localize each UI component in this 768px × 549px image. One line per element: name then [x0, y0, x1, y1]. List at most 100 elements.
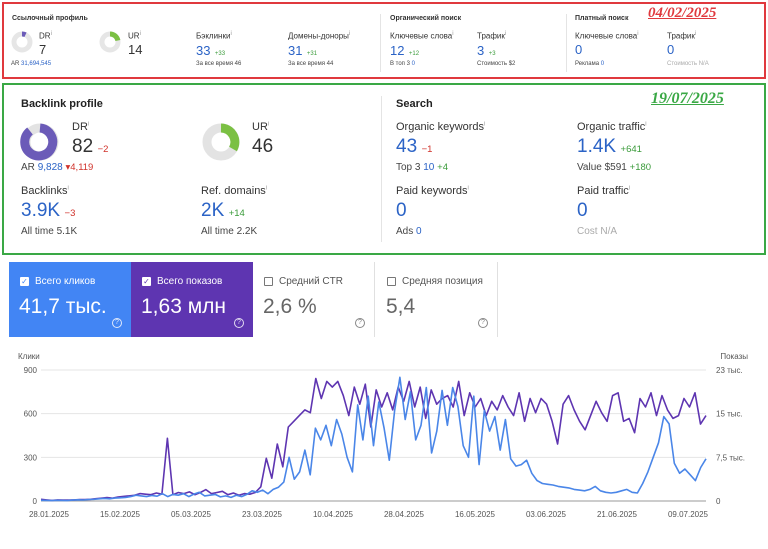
old-backlink-profile-title: Ссылочный профиль — [12, 15, 88, 22]
info-icon[interactable]: i — [452, 31, 454, 37]
info-icon[interactable]: i — [265, 185, 268, 192]
old-paid-traffic-label: Трафикi — [667, 31, 697, 41]
paid-keywords-value[interactable]: 0 — [396, 200, 407, 221]
checkbox-checked-icon[interactable]: ✓ — [20, 277, 29, 286]
right-tick-label: 7,5 тыс. — [716, 453, 745, 462]
x-tick-label: 05.03.2025 — [171, 510, 212, 519]
ref-domains-value[interactable]: 2K — [201, 200, 225, 221]
performance-chart: Клики Показы 900 600 300 0 23 тыс. 15 тыс. 7,5 т… — [0, 345, 768, 544]
help-icon[interactable]: ? — [478, 318, 488, 328]
organic-keywords-delta: −1 — [421, 144, 433, 155]
old-org-kw-label: Ключевые словаi — [390, 31, 454, 41]
info-icon[interactable]: i — [467, 185, 469, 192]
info-icon[interactable]: i — [645, 121, 647, 128]
ur-label: URi — [252, 121, 270, 133]
old-paid-kw-value[interactable]: 0 — [575, 42, 583, 57]
help-icon[interactable]: ? — [355, 318, 365, 328]
paid-cost-row: Cost N/A — [577, 226, 618, 237]
info-icon[interactable]: i — [139, 31, 141, 37]
organic-traffic-row: 1.4K +641 — [577, 136, 642, 158]
old-org-kw-row: 12 +12 — [390, 42, 419, 60]
x-tick-label: 16.05.2025 — [455, 510, 496, 519]
card-label: Средний CTR — [279, 276, 343, 287]
ur-donut-icon — [202, 123, 240, 161]
impressions-series-line — [40, 377, 707, 502]
right-tick-label: 0 — [716, 497, 721, 506]
ar-row: AR 9,828 ▾4,119 — [21, 162, 94, 173]
divider — [380, 14, 381, 72]
help-icon[interactable]: ? — [112, 318, 122, 328]
info-icon[interactable]: i — [348, 31, 351, 37]
checkbox-unchecked-icon[interactable] — [387, 277, 396, 286]
old-ar-value[interactable]: 31,694,545 — [21, 61, 52, 67]
old-backlinks-all-time: За все время 46 — [196, 61, 242, 67]
card-total-impressions[interactable]: ✓ Всего показов 1,63 млн ? — [131, 262, 253, 337]
dr-donut-icon — [20, 123, 59, 161]
old-org-kw-value[interactable]: 12 — [390, 43, 405, 58]
new-ahrefs-snapshot — [2, 83, 766, 255]
info-icon[interactable]: i — [628, 185, 631, 192]
left-tick-label: 300 — [24, 453, 38, 462]
top3-value[interactable]: 10 — [423, 162, 435, 173]
old-dr-label: DRi — [39, 31, 52, 41]
old-ads-row: Реклама 0 — [575, 61, 605, 67]
old-paid-title: Платный поиск — [575, 15, 629, 22]
old-ar-row: AR 31,694,545 — [11, 61, 52, 67]
old-paid-traffic-value[interactable]: 0 — [667, 42, 675, 57]
info-icon[interactable]: i — [637, 31, 639, 37]
old-domains-value[interactable]: 31 — [288, 43, 303, 58]
backlinks-delta: −3 — [64, 208, 76, 219]
x-tick-label: 09.07.2025 — [668, 510, 709, 519]
backlinks-value[interactable]: 3.9K — [21, 200, 61, 221]
old-ur-value: 14 — [128, 42, 143, 57]
old-org-traffic-value[interactable]: 3 — [477, 43, 485, 58]
organic-traffic-delta: +641 — [620, 144, 642, 155]
old-top3-row: В топ 3 0 — [390, 61, 415, 67]
card-value: 5,4 — [386, 295, 416, 318]
ref-domains-row: 2K +14 — [201, 200, 245, 222]
backlinks-label: Backlinksi — [21, 185, 69, 197]
info-icon[interactable]: i — [504, 31, 507, 37]
help-icon[interactable]: ? — [234, 318, 244, 328]
info-icon[interactable]: i — [67, 185, 69, 192]
old-org-kw-delta: +12 — [408, 51, 420, 57]
card-total-clicks[interactable]: ✓ Всего кликов 41,7 тыс. ? — [9, 262, 131, 337]
card-value: 41,7 тыс. — [19, 295, 107, 318]
ads-row: Ads 0 — [396, 226, 422, 237]
x-tick-label: 15.02.2025 — [100, 510, 141, 519]
info-icon[interactable]: i — [694, 31, 697, 37]
paid-traffic-value[interactable]: 0 — [577, 200, 588, 221]
old-domains-label: Домены-донорыi — [288, 31, 351, 41]
old-paid-cost: Стоимость N/A — [667, 61, 709, 67]
left-tick-label: 600 — [24, 410, 38, 419]
checkbox-unchecked-icon[interactable] — [264, 277, 273, 286]
card-average-position[interactable]: Средняя позиция 5,4 ? — [376, 262, 498, 337]
card-value: 2,6 % — [263, 295, 317, 318]
organic-keywords-value[interactable]: 43 — [396, 136, 418, 157]
ref-domains-delta: +14 — [228, 208, 245, 219]
info-icon[interactable]: i — [267, 121, 270, 128]
ar-value[interactable]: 9,828 — [37, 162, 63, 173]
top3-row: Top 3 10 +4 — [396, 162, 448, 173]
old-domains-all-time: За все время 44 — [288, 61, 334, 67]
info-icon[interactable]: i — [87, 121, 90, 128]
old-cost-row: Стоимость $2 — [477, 61, 516, 67]
ref-domains-all-time: All time 2.2K — [201, 226, 258, 237]
old-backlinks-value[interactable]: 33 — [196, 43, 211, 58]
old-domains-row: 31 +31 — [288, 42, 317, 60]
backlink-profile-title: Backlink profile — [21, 98, 103, 110]
organic-traffic-value[interactable]: 1.4K — [577, 136, 617, 157]
right-tick-label: 15 тыс. — [716, 410, 743, 419]
ur-value: 46 — [252, 136, 274, 157]
old-org-traffic-row: 3 +3 — [477, 42, 496, 60]
traffic-value-row: Value $591 +180 — [577, 162, 652, 173]
card-average-ctr[interactable]: Средний CTR 2,6 % ? — [253, 262, 375, 337]
x-tick-label: 21.06.2025 — [597, 510, 638, 519]
info-icon[interactable]: i — [230, 31, 232, 37]
old-dr-value: 7 — [39, 42, 47, 57]
right-axis-title: Показы — [720, 352, 748, 361]
info-icon[interactable]: i — [50, 31, 52, 37]
info-icon[interactable]: i — [484, 121, 486, 128]
old-ahrefs-snapshot — [2, 2, 766, 79]
checkbox-checked-icon[interactable]: ✓ — [142, 277, 151, 286]
